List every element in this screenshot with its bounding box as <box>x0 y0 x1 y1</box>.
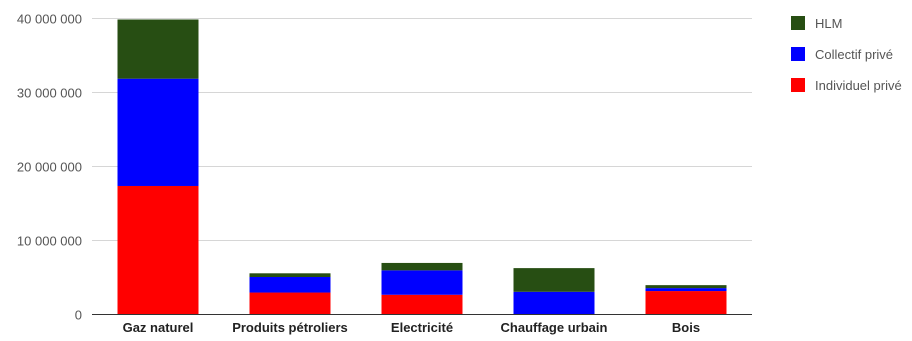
y-tick-label: 20 000 000 <box>17 160 82 175</box>
legend-label: Collectif privé <box>815 47 893 62</box>
legend-label: Individuel privé <box>815 78 902 93</box>
bar-segment <box>645 285 727 289</box>
gridlines <box>92 18 752 315</box>
bar-segment <box>117 19 199 79</box>
x-category-label: Bois <box>672 320 700 335</box>
x-category-label: Chauffage urbain <box>501 320 608 335</box>
bar-segment <box>381 294 463 314</box>
bar-segment <box>249 277 331 293</box>
bar-segment <box>513 291 595 314</box>
bar-segment <box>117 78 199 186</box>
y-axis-ticks: 0 10 000 000 20 000 000 30 000 000 40 000 00… <box>17 12 82 323</box>
y-tick-label: 0 <box>75 308 82 323</box>
legend-swatch <box>791 78 805 92</box>
x-category-label: Electricité <box>391 320 453 335</box>
bar-segment <box>513 268 595 292</box>
legend-swatch <box>791 47 805 61</box>
bar-segment <box>381 262 463 271</box>
x-category-label: Produits pétroliers <box>232 320 348 335</box>
x-axis-labels: Gaz naturel Produits pétroliers Electricit… <box>123 320 700 335</box>
y-tick-label: 40 000 000 <box>17 12 82 27</box>
bar-segment <box>249 273 331 277</box>
bar-segment <box>645 288 727 292</box>
legend-swatch <box>791 16 805 30</box>
bar-segment <box>117 185 199 314</box>
legend: HLM Collectif privé Individuel privé <box>791 16 902 93</box>
y-tick-label: 10 000 000 <box>17 234 82 249</box>
bar-segment <box>645 291 727 314</box>
bar-segment <box>249 292 331 314</box>
x-category-label: Gaz naturel <box>123 320 194 335</box>
bar-segment <box>381 270 463 295</box>
y-tick-label: 30 000 000 <box>17 86 82 101</box>
legend-label: HLM <box>815 16 842 31</box>
bars <box>117 19 727 314</box>
